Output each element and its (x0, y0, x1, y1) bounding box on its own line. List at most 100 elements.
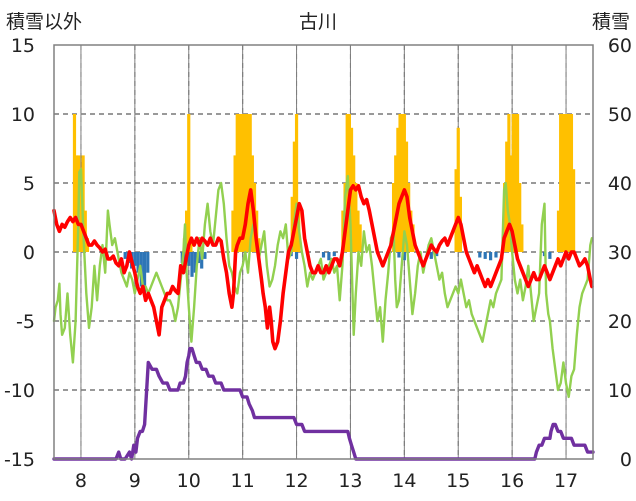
precip-bar (567, 114, 571, 252)
temperature-line (52, 184, 594, 351)
right-axis-title: 積雪 (592, 11, 630, 33)
precip-bar (358, 224, 362, 252)
negative-bar (136, 252, 140, 273)
y-left-tick-label: 10 (11, 104, 35, 126)
precip-bar (520, 224, 524, 252)
precip-bar (248, 114, 252, 252)
y-right-tick-label: 40 (608, 173, 632, 195)
precip-bar (569, 114, 574, 252)
dewpoint-line (52, 168, 594, 399)
precip-bar (235, 114, 239, 252)
y-right-tick-label: 10 (608, 380, 632, 402)
negative-bar (429, 252, 433, 259)
y-left-tick-label: 15 (11, 35, 35, 57)
precip-bar (244, 114, 248, 252)
x-tick-label: 13 (338, 470, 362, 492)
precip-bar (242, 114, 246, 252)
precip-bar (391, 183, 396, 252)
negative-bar (294, 252, 299, 259)
negative-bar (402, 252, 406, 261)
precip-bar (396, 127, 400, 252)
negative-bar (146, 252, 150, 273)
precip-bar (233, 155, 237, 252)
precip-bar (454, 169, 458, 252)
precip-bar (515, 114, 520, 252)
negative-bar (327, 252, 331, 261)
precip-bar (352, 155, 356, 252)
precip-bar (561, 114, 565, 252)
precip-bar (290, 196, 294, 252)
negative-bar (123, 252, 127, 259)
precip-bar (187, 114, 191, 252)
negative-bar (321, 252, 326, 258)
precip-bar (72, 114, 77, 252)
y-left-tick-label: -15 (4, 449, 35, 471)
precip-bar (79, 183, 83, 252)
precip-bar (509, 155, 513, 252)
precip-bar (456, 127, 460, 252)
precip-bar (511, 114, 515, 252)
negative-bar (494, 252, 498, 258)
precip-bar (400, 114, 404, 252)
precip-bar (513, 114, 517, 252)
negative-bar (478, 252, 482, 258)
x-tick-label: 16 (500, 470, 524, 492)
y-right-tick-label: 50 (608, 104, 632, 126)
snow-depth-line (52, 346, 595, 461)
precip-bar (75, 155, 79, 252)
negative-bar (193, 252, 197, 273)
x-tick-label: 12 (284, 470, 308, 492)
precip-bar (231, 210, 235, 252)
y-right-tick-label: 20 (608, 311, 632, 333)
y-left-tick-label: 5 (23, 173, 35, 195)
x-tick-label: 8 (75, 470, 87, 492)
negative-bar (142, 252, 147, 294)
precip-bar (571, 169, 576, 252)
x-tick-label: 9 (129, 470, 141, 492)
negative-bar (133, 252, 137, 266)
precip-bar (356, 210, 360, 252)
negative-bar (332, 252, 336, 257)
negative-bar (203, 252, 207, 259)
precip-bar (239, 114, 244, 252)
chart-title: 古川 (299, 11, 337, 33)
x-tick-label: 15 (446, 470, 470, 492)
precip-bar (354, 183, 358, 252)
x-tick-label: 17 (554, 470, 578, 492)
negative-bar (488, 252, 493, 261)
precip-bar (294, 114, 299, 252)
precip-bar (237, 114, 242, 252)
precip-bar (189, 238, 193, 252)
precip-bar (518, 183, 522, 252)
x-tick-label: 11 (231, 470, 255, 492)
negative-bar (435, 252, 439, 257)
precip-bar (507, 114, 511, 252)
precip-bar (402, 114, 406, 252)
series-lines (52, 168, 595, 461)
precip-bar (398, 114, 402, 252)
negative-bar (397, 252, 401, 258)
x-tick-label: 14 (392, 470, 416, 492)
negative-bar (190, 252, 194, 277)
y-left-tick-label: -10 (4, 380, 35, 402)
negative-bar (187, 252, 191, 266)
y-right-tick-label: 0 (620, 449, 632, 471)
negative-bar (200, 252, 204, 269)
plot-frame (53, 44, 594, 460)
precip-bar (394, 155, 398, 252)
x-tick-label: 10 (177, 470, 201, 492)
precip-bar (292, 141, 296, 252)
y-right-tick-label: 60 (608, 35, 632, 57)
negative-bar (483, 252, 487, 259)
precip-bar (565, 114, 569, 252)
precip-bar (556, 210, 561, 252)
negative-bar (548, 252, 552, 259)
precip-bar (563, 114, 567, 252)
precip-bar (246, 114, 250, 252)
precip-bar (257, 238, 261, 252)
precip-bar (184, 210, 189, 252)
precip-bar (559, 114, 563, 252)
y-right-tick-label: 30 (608, 242, 632, 264)
